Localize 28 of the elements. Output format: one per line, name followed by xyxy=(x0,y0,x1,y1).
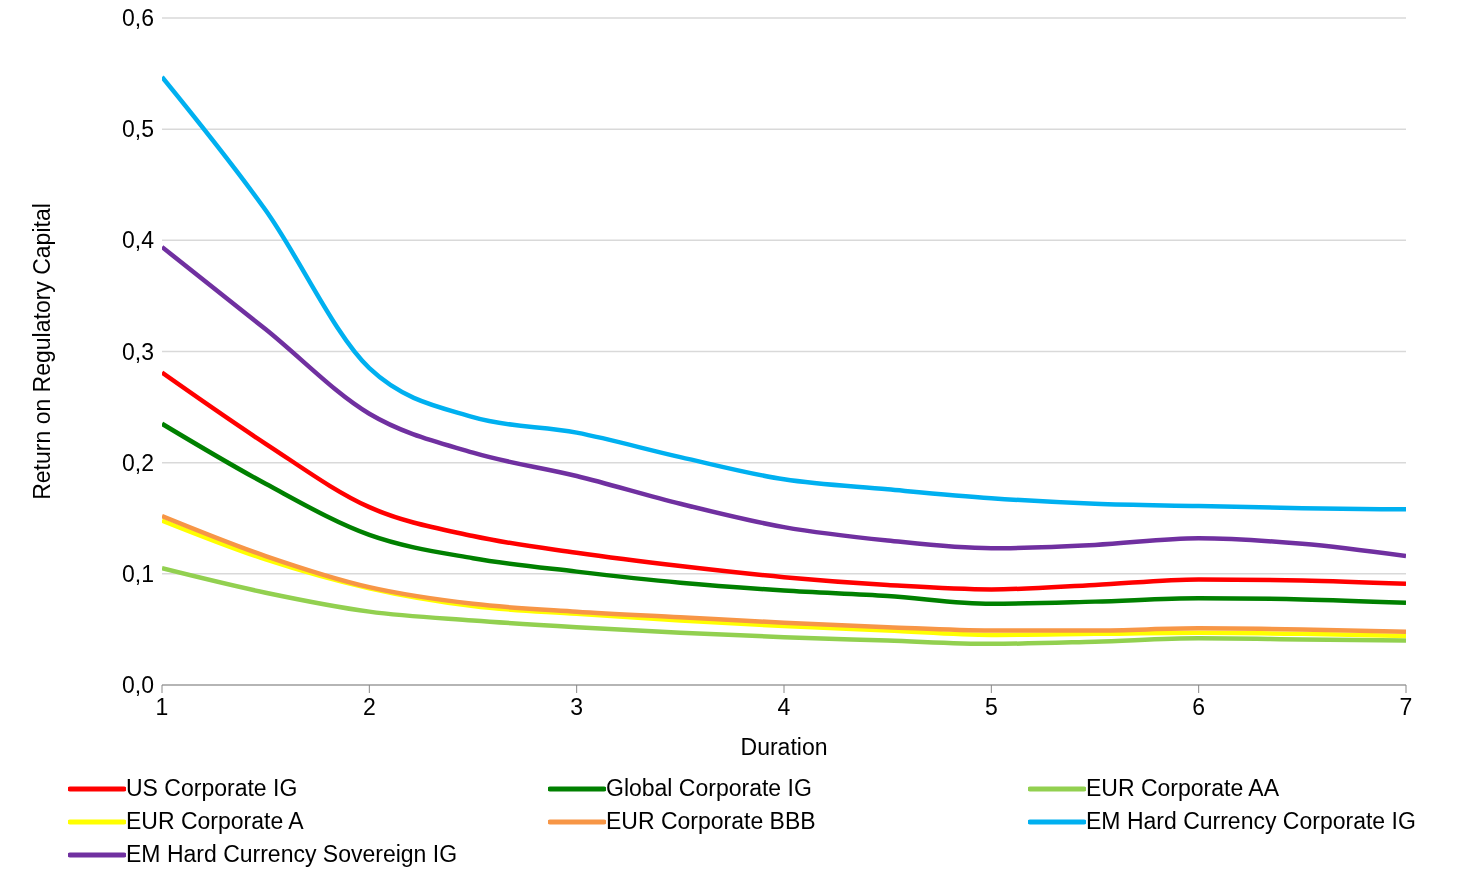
legend-label: EUR Corporate AA xyxy=(1086,775,1280,802)
legend-label: EM Hard Currency Sovereign IG xyxy=(126,841,458,868)
line-series xyxy=(162,566,1406,647)
y-tick-label: 0,3 xyxy=(122,338,154,365)
legend-label: EM Hard Currency Corporate IG xyxy=(1086,808,1416,835)
y-tick-label: 0,2 xyxy=(122,449,154,476)
x-tick-label: 3 xyxy=(570,694,584,721)
x-tick-label: 6 xyxy=(1192,694,1206,721)
y-tick-label: 0,5 xyxy=(122,116,154,143)
legend-label: EUR Corporate A xyxy=(126,808,304,835)
x-tick-label: 7 xyxy=(1399,694,1413,721)
y-tick-label: 0,0 xyxy=(122,672,154,699)
x-tick-label: 2 xyxy=(362,694,376,721)
x-tick-label: 1 xyxy=(155,694,169,721)
y-tick-label: 0,4 xyxy=(122,227,155,254)
x-tick-label: 4 xyxy=(777,694,791,721)
y-tick-label: 0,1 xyxy=(122,561,154,587)
legend-label: US Corporate IG xyxy=(126,775,298,802)
line-series xyxy=(162,74,1406,512)
legend-label: Global Corporate IG xyxy=(606,775,812,802)
line-series xyxy=(162,370,1406,592)
line-series xyxy=(162,244,1406,559)
y-axis-title: Return on Regulatory Capital xyxy=(29,203,56,500)
line-series xyxy=(162,421,1406,607)
y-tick-label: 0,6 xyxy=(122,5,154,32)
x-tick-label: 5 xyxy=(984,694,998,721)
legend-label: EUR Corporate BBB xyxy=(606,808,816,835)
x-axis-title: Duration xyxy=(740,734,828,760)
